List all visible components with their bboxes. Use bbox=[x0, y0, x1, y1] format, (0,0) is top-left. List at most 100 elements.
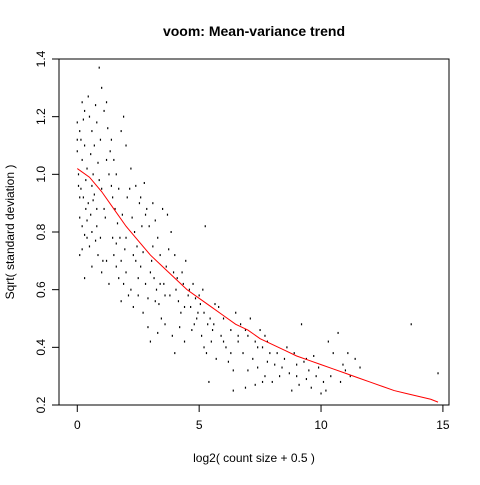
data-point bbox=[220, 334, 222, 337]
data-point bbox=[85, 179, 87, 182]
trend-line bbox=[76, 168, 439, 403]
data-points bbox=[76, 66, 439, 395]
data-point bbox=[222, 340, 225, 343]
data-point bbox=[359, 366, 361, 369]
data-point bbox=[205, 352, 208, 355]
data-point bbox=[88, 115, 91, 118]
data-point bbox=[274, 363, 276, 366]
data-point bbox=[164, 323, 166, 326]
data-point bbox=[159, 282, 161, 285]
data-point bbox=[192, 282, 194, 285]
data-point bbox=[354, 357, 356, 360]
data-point bbox=[127, 294, 130, 297]
data-point bbox=[99, 138, 102, 141]
data-point bbox=[124, 248, 126, 251]
data-point bbox=[199, 303, 201, 306]
data-point bbox=[203, 311, 205, 314]
data-point bbox=[172, 271, 175, 274]
data-point bbox=[322, 380, 325, 383]
data-point bbox=[81, 248, 83, 251]
data-point bbox=[218, 305, 220, 308]
data-point bbox=[112, 236, 114, 239]
data-point bbox=[91, 231, 93, 233]
data-point bbox=[86, 167, 88, 170]
data-point bbox=[176, 277, 178, 280]
data-point bbox=[211, 329, 214, 332]
data-point bbox=[153, 277, 155, 280]
data-point bbox=[143, 181, 145, 184]
data-point bbox=[237, 334, 239, 337]
data-point bbox=[185, 259, 187, 262]
data-point bbox=[144, 282, 147, 285]
data-point bbox=[257, 366, 259, 369]
data-point bbox=[83, 109, 86, 112]
data-point bbox=[281, 366, 283, 369]
data-point bbox=[119, 236, 121, 239]
data-point bbox=[278, 375, 281, 378]
data-point bbox=[291, 389, 293, 392]
data-point bbox=[187, 294, 189, 297]
data-point bbox=[142, 251, 144, 254]
x-tick-label: 5 bbox=[196, 418, 203, 432]
data-point bbox=[215, 357, 217, 360]
data-point bbox=[125, 236, 127, 239]
data-point bbox=[157, 236, 159, 239]
data-point bbox=[135, 259, 137, 262]
data-point bbox=[88, 245, 91, 248]
data-point bbox=[266, 360, 269, 363]
data-point bbox=[209, 317, 211, 320]
data-point bbox=[132, 305, 134, 308]
data-point bbox=[261, 346, 264, 349]
data-point bbox=[125, 144, 127, 147]
data-point bbox=[161, 207, 164, 210]
data-point bbox=[230, 352, 232, 355]
data-point bbox=[247, 369, 249, 372]
x-tick-label: 15 bbox=[436, 418, 450, 432]
data-point bbox=[79, 130, 81, 133]
data-point bbox=[152, 202, 154, 205]
data-point bbox=[115, 173, 117, 176]
data-point bbox=[208, 380, 210, 383]
data-point bbox=[194, 297, 197, 300]
data-point bbox=[249, 317, 251, 320]
data-point bbox=[177, 300, 180, 303]
data-point bbox=[207, 323, 209, 326]
data-point bbox=[344, 369, 347, 372]
data-point bbox=[101, 187, 103, 190]
data-point bbox=[320, 392, 322, 395]
data-point bbox=[96, 121, 98, 124]
data-point bbox=[146, 207, 148, 210]
data-point bbox=[232, 389, 234, 392]
data-point bbox=[97, 254, 99, 257]
data-point bbox=[90, 153, 92, 156]
data-point bbox=[347, 352, 349, 355]
data-point bbox=[305, 378, 308, 381]
data-point bbox=[410, 323, 412, 326]
x-tick-label: 10 bbox=[314, 418, 328, 432]
data-point bbox=[310, 386, 312, 389]
data-point bbox=[144, 213, 147, 216]
data-point bbox=[83, 144, 86, 147]
data-point bbox=[80, 187, 82, 190]
data-point bbox=[305, 357, 308, 360]
data-point bbox=[191, 329, 193, 332]
data-point bbox=[230, 329, 232, 332]
data-point bbox=[288, 372, 290, 375]
data-point bbox=[98, 179, 100, 182]
data-point bbox=[115, 265, 117, 268]
data-point bbox=[110, 138, 113, 141]
data-point bbox=[190, 305, 192, 308]
data-point bbox=[244, 386, 247, 389]
data-point bbox=[105, 101, 108, 104]
data-point bbox=[110, 184, 113, 187]
data-point bbox=[349, 375, 351, 378]
data-point bbox=[79, 216, 81, 219]
data-point bbox=[164, 294, 166, 297]
data-point bbox=[140, 265, 142, 268]
data-point bbox=[94, 239, 97, 242]
data-point bbox=[157, 331, 159, 334]
data-point bbox=[120, 259, 122, 262]
y-axis: 0.2 0.4 0.6 0.8 1.0 1.2 1.4 bbox=[34, 50, 60, 413]
data-point bbox=[213, 323, 215, 326]
data-point bbox=[108, 173, 110, 176]
